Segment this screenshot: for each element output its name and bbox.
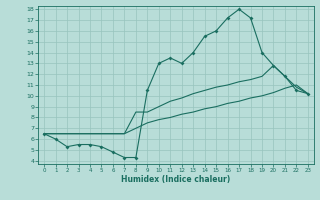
X-axis label: Humidex (Indice chaleur): Humidex (Indice chaleur) (121, 175, 231, 184)
